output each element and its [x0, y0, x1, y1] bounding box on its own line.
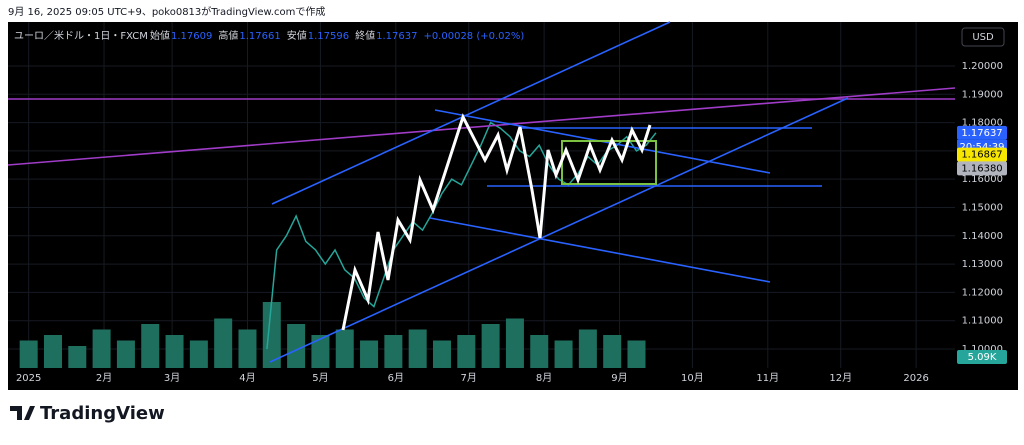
logo-text: TradingView — [40, 403, 165, 424]
x-tick-label: 6月 — [388, 372, 404, 384]
y-tick-label: 1.16000 — [962, 174, 1003, 185]
volume-bar — [68, 346, 87, 368]
price-badge — [957, 161, 1007, 176]
ohlc-label: 安値 — [287, 29, 307, 42]
price-line — [266, 121, 657, 350]
volume-bar — [92, 329, 111, 368]
price-badge-label: 1.16867 — [961, 150, 1002, 161]
price-badge-label: 1.17637 — [961, 128, 1002, 139]
trend-line — [7, 87, 956, 166]
attribution: 9月 16, 2025 09:05 UTC+9、poko0813がTrading… — [8, 5, 325, 18]
x-tick-label: 12月 — [829, 372, 852, 384]
y-tick-label: 1.10000 — [962, 344, 1003, 355]
zigzag — [341, 113, 652, 331]
ohlc-value: 1.17609 — [171, 31, 212, 42]
y-tick-label: 1.14000 — [962, 231, 1003, 242]
ohlc-label: 高値 — [218, 29, 238, 42]
volume-bar — [578, 329, 597, 368]
x-tick-label: 7月 — [461, 372, 477, 384]
symbol-title: ユーロ／米ドル・1日・FXCM — [14, 29, 148, 42]
logo-icon — [10, 406, 35, 420]
volume-bar — [262, 302, 281, 368]
y-tick-label: 1.15000 — [962, 202, 1003, 213]
price-badge — [957, 125, 1007, 140]
currency[interactable]: USD — [972, 32, 994, 43]
x-tick-label: 11月 — [756, 372, 779, 384]
y-tick-label: 1.19000 — [962, 89, 1003, 100]
grid — [8, 22, 955, 368]
volume-bar — [481, 324, 500, 368]
volume-bar — [238, 329, 257, 368]
ohlc-change: +0.00028 (+0.02%) — [423, 31, 524, 42]
ohlc-label: 終値 — [355, 29, 375, 42]
volume — [19, 302, 646, 368]
volume-bar — [432, 340, 451, 368]
volume-bar — [530, 335, 549, 368]
volume-bar — [554, 340, 573, 368]
ohlc: 始値 1.17609 高値 1.17661 安値 1.17596 終値 1.17637 +0.0… — [150, 29, 524, 42]
volume-bar — [505, 318, 524, 368]
ohlc-label: 始値 — [150, 29, 170, 42]
y-tick-label: 1.18000 — [962, 118, 1003, 129]
volume-bar — [287, 324, 306, 368]
drawings — [7, 21, 956, 363]
volume-bar — [19, 340, 38, 368]
ohlc-value: 1.17637 — [376, 31, 417, 42]
x-tick-label: 3月 — [164, 372, 180, 384]
volume-bar — [43, 335, 62, 368]
x-tick-label: 2026 — [903, 373, 928, 384]
x-tick-label: 10月 — [681, 372, 704, 384]
volume-badge-label: 5.09K — [968, 352, 997, 363]
volume-bar — [457, 335, 476, 368]
channel-line — [429, 217, 771, 283]
price-badge-label: 1.16380 — [961, 163, 1002, 174]
price — [266, 121, 657, 350]
price-badge — [957, 147, 1007, 162]
volume-bar — [408, 329, 427, 368]
axes: 1.200001.190001.180001.170001.160001.150… — [16, 61, 1007, 384]
x-tick-label: 9月 — [611, 372, 627, 384]
volume-bar — [335, 329, 354, 368]
volume-bar — [214, 318, 233, 368]
ohlc-value: 1.17661 — [239, 31, 280, 42]
volume-bar — [311, 335, 330, 368]
y-tick-label: 1.11000 — [962, 316, 1003, 327]
x-tick-label: 5月 — [312, 372, 328, 384]
y-tick-label: 1.20000 — [962, 61, 1003, 72]
x-tick-label: 8月 — [536, 372, 552, 384]
x-tick-label: 4月 — [239, 372, 255, 384]
channel-lower — [269, 97, 849, 363]
countdown: 20:54:39 — [960, 142, 1005, 153]
x-tick-label: 2025 — [16, 373, 41, 384]
volume-bar — [141, 324, 160, 368]
volume-bar — [116, 340, 135, 368]
volume-bar — [165, 335, 184, 368]
volume-bar — [627, 340, 646, 368]
channel-upper — [271, 21, 671, 205]
volume-bar — [603, 335, 622, 368]
y-tick-label: 1.13000 — [962, 259, 1003, 270]
volume-bar — [360, 340, 379, 368]
logo: TradingView — [10, 403, 165, 424]
y-tick-label: 1.12000 — [962, 287, 1003, 298]
volume-bar — [384, 335, 403, 368]
ohlc-value: 1.17596 — [308, 31, 349, 42]
x-tick-label: 2月 — [96, 372, 112, 384]
volume-bar — [189, 340, 208, 368]
currency-button[interactable] — [961, 27, 1005, 47]
volume-badge — [957, 350, 1007, 364]
